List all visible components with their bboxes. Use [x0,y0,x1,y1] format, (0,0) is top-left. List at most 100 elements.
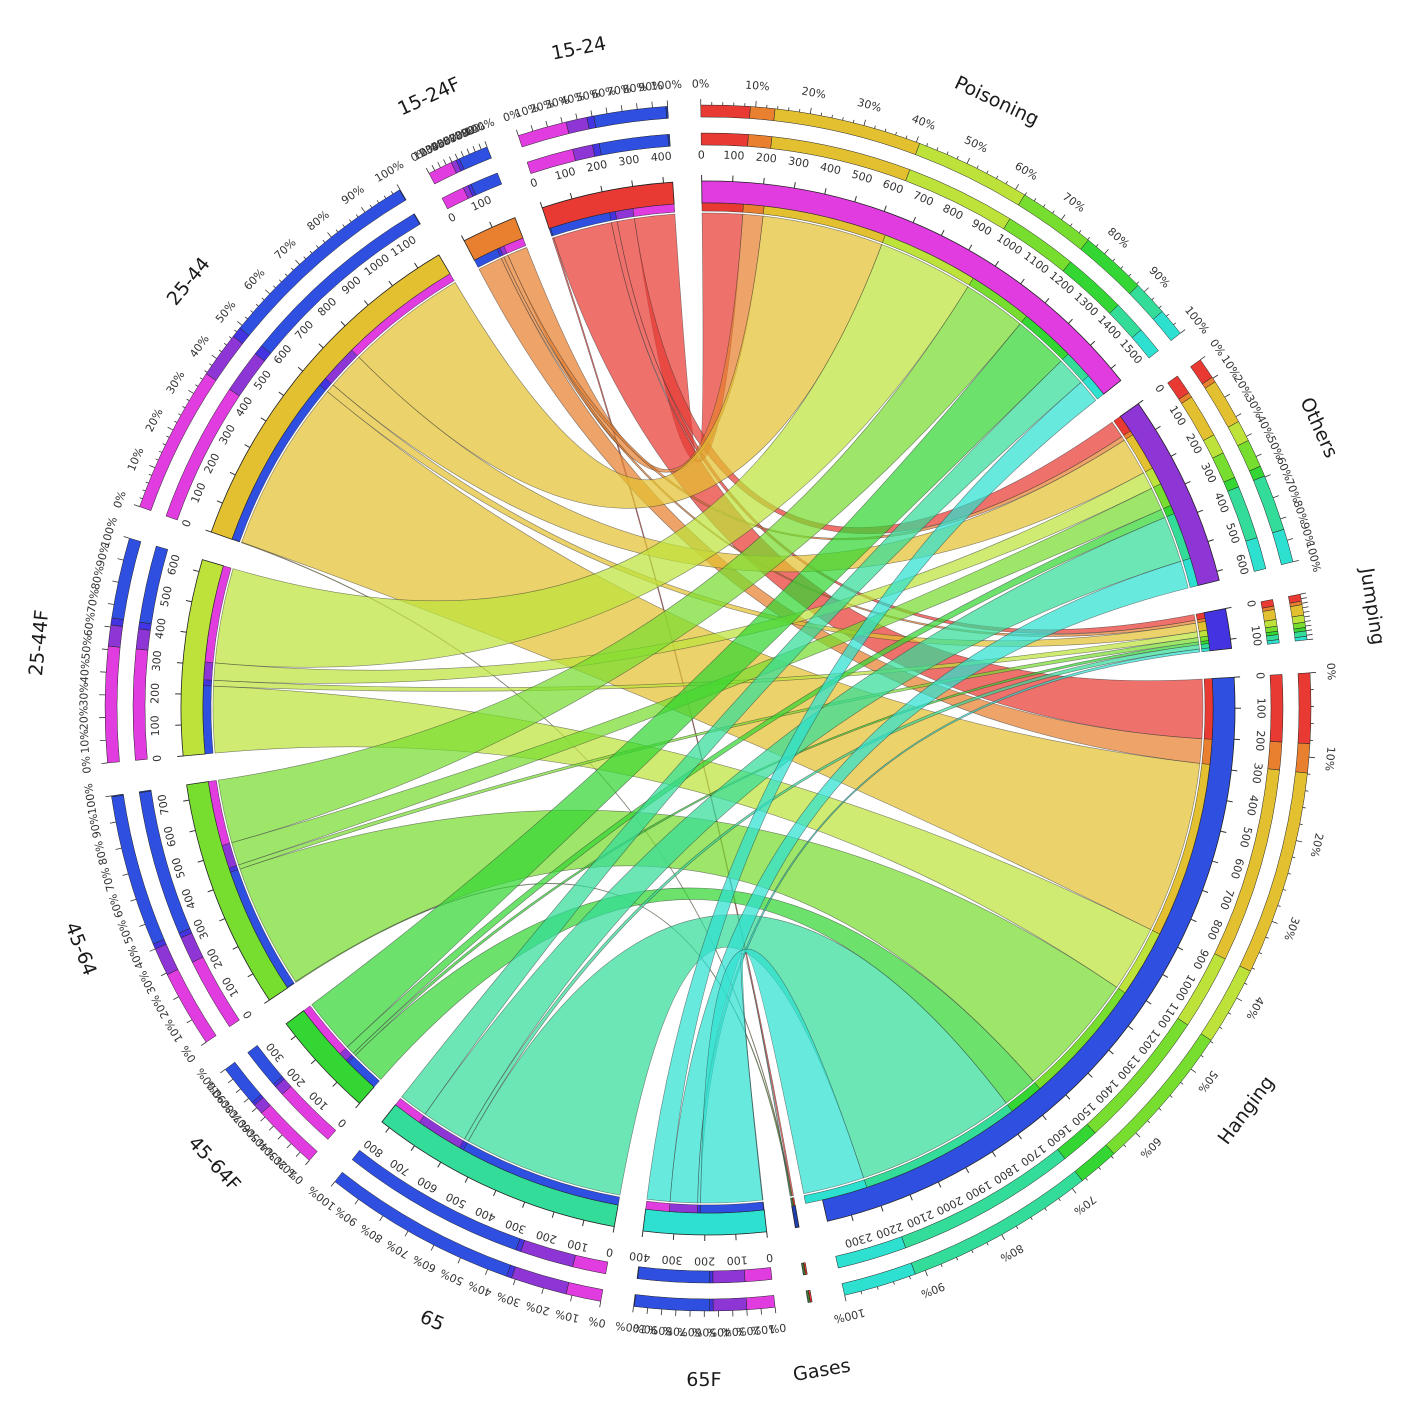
percent-label: 40% [187,333,212,360]
percent-tick [199,377,203,380]
arc-band-45-64-others [221,843,237,869]
tick-mark [205,529,212,533]
percent-tick [204,370,208,373]
tick-mark [310,1059,316,1065]
segment-label-hanging: Hanging [1214,1072,1279,1149]
percent-label: 100% [1182,304,1212,337]
percent-tick [874,125,876,129]
tick-mark [183,799,190,802]
percent-tick [1212,374,1219,379]
tick-mark [1127,1025,1134,1031]
percent-tick [255,303,259,307]
percent-bar-inner-25-44F [135,628,151,651]
percent-bar-inner-25-44F [139,545,169,625]
tick-mark [940,229,945,236]
percent-label: 20% [528,97,555,116]
tick-mark [662,176,664,183]
percent-label: 40% [1243,994,1266,1022]
percent-tick [1200,355,1206,361]
ribbon-45-64-to-jumping [238,637,1199,870]
percent-bar-inner-65 [572,1254,609,1275]
percent-tick [986,1242,989,1246]
percent-label: 10% [1322,746,1337,771]
percent-tick [1033,198,1037,202]
tick-label: 0 [151,754,165,762]
tick-mark [1145,1000,1152,1005]
percent-tick [1292,856,1296,859]
arc-band-gases-65F [790,1197,793,1207]
segment-label-45-64: 45-64 [61,919,101,978]
percent-tick [107,603,115,605]
ribbon-65F-to-poisoning [646,382,1097,1202]
percent-tick [335,229,339,233]
percent-tick [316,245,319,249]
percent-tick [162,443,166,446]
percent-tick [1302,606,1309,609]
arc-band-25-44-poisoning [351,273,455,357]
percent-bar-inner-poisoning [747,134,773,149]
percent-tick [149,464,156,469]
percent-tick [852,119,855,123]
percent-tick [278,279,282,283]
percent-tick [570,1295,573,1302]
percent-tick [809,107,812,114]
tick-label: 0 [605,1245,614,1259]
percent-tick [148,473,152,476]
arc-gases [791,1204,800,1229]
percent-tick [926,143,929,147]
tick-mark [297,366,304,372]
ribbon-45-64-to-others [231,487,1162,866]
percent-bar-outer-others [1204,381,1239,428]
percent-tick [284,273,288,277]
tick-mark [278,391,284,396]
percent-label: 100% [462,116,496,140]
percent-bar-outer-poisoning [1152,311,1181,342]
arc-band-45-64F-others [339,1048,353,1061]
tick-mark [385,1127,390,1133]
percent-tick [1070,223,1073,227]
percent-tick [1001,1234,1005,1241]
tick-mark [464,1176,469,1183]
tick-mark [219,918,226,922]
percent-label: 90% [633,1321,659,1336]
tick-mark [1230,637,1237,640]
percent-tick [1005,181,1008,185]
percent-label: 60% [241,266,267,293]
percent-label: 0% [1324,662,1338,680]
percent-tick [1307,638,1314,641]
percent-tick [1303,610,1310,613]
percent-label: 10% [745,79,770,94]
percent-label: 100% [1303,540,1323,574]
tick-mark [912,216,916,223]
percent-tick [223,342,227,346]
percent-tick [620,105,623,112]
percent-tick [1111,1155,1114,1159]
percent-label: 80% [998,1241,1026,1264]
percent-tick [1258,952,1263,955]
segment-label-65F: 65F [686,1369,721,1391]
percent-bar-outer-25-44F [104,645,121,764]
tick-mark [850,1214,854,1222]
percent-bar-inner-45-64 [138,789,152,794]
tick-label: 2300 [843,1230,873,1250]
tick-label: 100 [1254,698,1267,719]
percent-tick [1169,1095,1173,1098]
arc-band-65F-others [669,1203,698,1214]
tick-mark [1202,889,1209,893]
tick-mark [207,889,214,893]
tick-label: 400 [1212,491,1232,515]
percent-label: 80% [647,1323,672,1338]
percent-tick [303,256,306,260]
arc-band-15-24-poisoning [632,203,675,217]
segment-label-15-24F: 15-24F [394,73,463,120]
percent-bar-outer-15-24F [428,162,457,185]
percent-label: 0% [692,77,710,90]
percent-tick [1144,287,1149,293]
percent-label: 10% [750,1322,776,1337]
percent-bar-outer-jumping [1294,635,1308,642]
percent-bar-outer-15-24 [565,117,590,134]
ribbon-45-64-to-poisoning [217,286,1021,844]
tick-label: 500 [158,585,175,608]
percent-tick [295,259,300,265]
percent-bar-outer-15-24 [593,106,667,128]
